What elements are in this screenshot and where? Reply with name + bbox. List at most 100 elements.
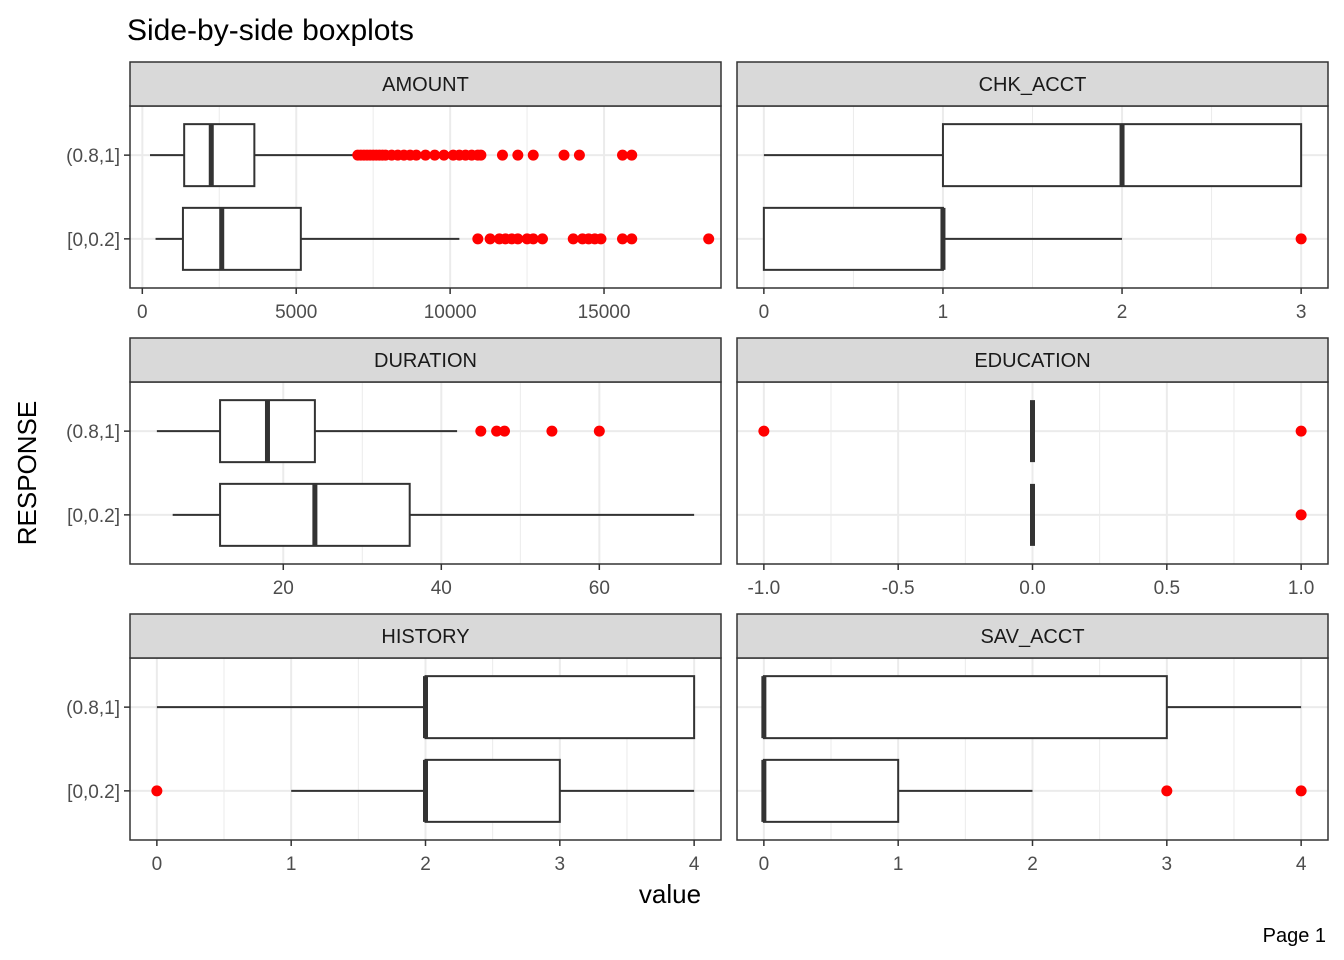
panel-education: EDUCATION -1.0 -0.5 0.0 0.5 1.0 [736, 337, 1329, 599]
outlier-point [1295, 233, 1307, 245]
box-sav-acct-high [761, 675, 1302, 740]
x-tick-label: 3 [1162, 854, 1173, 875]
outlier-point [593, 425, 605, 437]
strip-label: SAV_ACCT [980, 626, 1084, 648]
outlier-point [703, 233, 715, 245]
strip-label: HISTORY [381, 626, 469, 648]
x-tick-label: 0 [759, 302, 770, 323]
x-tick-label: 0 [152, 854, 163, 875]
box-education-high [758, 400, 1307, 463]
box-amount-high [150, 123, 638, 188]
x-axis-label: value [639, 879, 701, 909]
outlier-point [1295, 785, 1307, 797]
page-label: Page 1 [1263, 925, 1326, 947]
x-tick-label: 1 [938, 302, 949, 323]
strip-background [736, 613, 1329, 659]
outlier-point [472, 233, 484, 245]
outlier-point [410, 149, 422, 161]
outlier-point [1295, 509, 1307, 521]
box-iqr [762, 675, 1168, 740]
y-tick-label: [0,0.2] [67, 506, 120, 527]
strip-background [129, 61, 722, 107]
x-tick-label: 1 [286, 854, 297, 875]
x-tick-label: 20 [273, 578, 294, 599]
x-tick-label: 0 [759, 854, 770, 875]
panel-chk-acct: CHK_ACCT 0 1 2 3 [736, 61, 1329, 323]
y-axis-label: RESPONSE [12, 401, 42, 546]
x-tick-label: 60 [589, 578, 610, 599]
outlier-point [527, 233, 539, 245]
outlier-point [438, 149, 450, 161]
outlier-point [420, 149, 431, 161]
box-iqr [424, 758, 561, 823]
y-tick-label: [0,0.2] [67, 230, 120, 251]
strip-label: EDUCATION [974, 350, 1090, 372]
strip-label: AMOUNT [382, 74, 469, 96]
box-sav-acct-low [761, 758, 1307, 823]
box-iqr [183, 123, 256, 188]
outlier-point [429, 149, 441, 161]
strip-background [129, 337, 722, 383]
x-tick-label: 5000 [275, 302, 317, 323]
x-tick-label: 2 [1117, 302, 1128, 323]
panel-amount: AMOUNT 0 5000 10000 15000 (0.8,1] [0,0.2] [66, 61, 722, 323]
outlier-point [496, 149, 508, 161]
y-tick-label: (0.8,1] [66, 698, 120, 719]
outlier-point [558, 149, 570, 161]
x-tick-label: 10000 [424, 302, 477, 323]
box-amount-low [155, 206, 715, 271]
outlier-point [573, 149, 585, 161]
box-iqr [181, 206, 302, 271]
box-iqr [762, 758, 900, 823]
x-tick-label: 40 [431, 578, 452, 599]
panel-sav-acct: SAV_ACCT 0 1 2 3 4 [736, 613, 1329, 875]
y-tick-label: [0,0.2] [67, 782, 120, 803]
outlier-point [1295, 425, 1307, 437]
outlier-point [527, 149, 539, 161]
outlier-point [1161, 785, 1173, 797]
x-tick-label: 1 [893, 854, 904, 875]
x-tick-label: 0.0 [1019, 578, 1045, 599]
facet-panels: AMOUNT 0 5000 10000 15000 (0.8,1] [0,0.2] CHK_A… [66, 61, 1329, 875]
x-tick-label: -1.0 [747, 578, 780, 599]
box-iqr [424, 675, 696, 740]
box-duration-low [172, 482, 695, 547]
outlier-point [595, 233, 607, 245]
outlier-point [567, 233, 579, 245]
x-tick-label: 0 [137, 302, 148, 323]
x-tick-label: 1.0 [1288, 578, 1314, 599]
x-tick-label: 2 [420, 854, 431, 875]
chart-title: Side-by-side boxplots [127, 14, 414, 47]
x-tick-label: 2 [1027, 854, 1038, 875]
strip-background [129, 613, 722, 659]
outlier-point [499, 425, 511, 437]
strip-label: DURATION [374, 350, 477, 372]
outlier-point [484, 233, 496, 245]
box-chk-acct-low [762, 206, 1307, 271]
outlier-point [491, 425, 503, 437]
panel-history: HISTORY 0 1 2 3 4 (0.8,1] [0,0.2] [66, 613, 722, 875]
strip-background [736, 61, 1329, 107]
outlier-point [617, 149, 628, 161]
box-chk-acct-high [763, 123, 1303, 188]
x-tick-label: 0.5 [1154, 578, 1180, 599]
panel-background [130, 382, 721, 564]
box-history-low [151, 758, 695, 823]
outlier-point [475, 149, 487, 161]
x-tick-label: 15000 [578, 302, 631, 323]
outlier-point [512, 233, 524, 245]
outlier-point [512, 149, 524, 161]
x-tick-label: 3 [1296, 302, 1307, 323]
outlier-point [475, 425, 487, 437]
y-tick-label: (0.8,1] [66, 422, 120, 443]
box-history-high [156, 675, 696, 740]
strip-label: CHK_ACCT [979, 74, 1087, 96]
outlier-point [546, 425, 558, 437]
outlier-point [626, 149, 638, 161]
x-tick-label: 3 [555, 854, 566, 875]
outlier-point [151, 785, 163, 797]
outlier-point [626, 233, 638, 245]
box-education-low [1030, 483, 1307, 546]
x-tick-label: 4 [1296, 854, 1307, 875]
